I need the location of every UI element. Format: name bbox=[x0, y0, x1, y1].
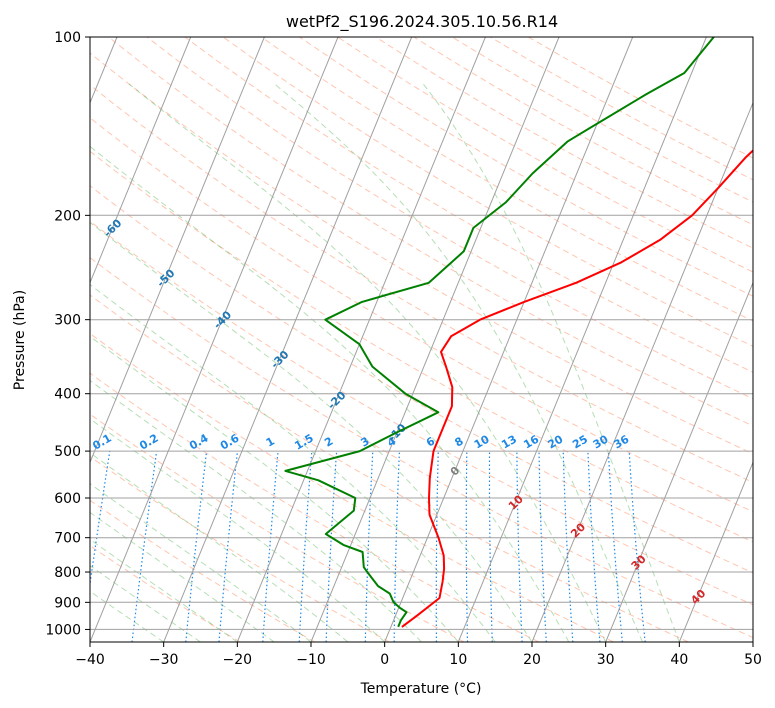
isotherm-line bbox=[90, 37, 192, 284]
moist-adiabat-line bbox=[90, 452, 349, 642]
x-tick-label: −10 bbox=[296, 652, 326, 668]
moist-adiabat-line bbox=[90, 538, 238, 642]
y-tick-label: 800 bbox=[54, 565, 81, 581]
dry-adiabat-line bbox=[90, 185, 753, 574]
chart-title: wetPf2_S196.2024.305.10.56.R14 bbox=[286, 12, 558, 32]
moist-adiabat-line bbox=[274, 83, 643, 642]
plot-background bbox=[90, 37, 753, 642]
mixing-ratio-line bbox=[185, 451, 208, 642]
x-tick-label: −30 bbox=[149, 652, 179, 668]
moist-adiabat-line bbox=[90, 283, 496, 642]
moist-adiabat-line bbox=[90, 590, 164, 642]
x-tick-label: −40 bbox=[75, 652, 105, 668]
x-tick-label: 20 bbox=[523, 652, 541, 668]
dry-adiabat-line bbox=[146, 37, 753, 400]
y-tick-label: 300 bbox=[54, 313, 81, 329]
moist-adiabat-line bbox=[90, 379, 422, 642]
dry-adiabat-line bbox=[261, 37, 753, 322]
moist-adiabat-line bbox=[90, 335, 459, 642]
dry-adiabat-line bbox=[90, 332, 614, 642]
y-axis-title: Pressure (hPa) bbox=[12, 290, 28, 390]
dry-adiabat-line bbox=[299, 37, 753, 297]
dry-adiabat-line bbox=[90, 372, 540, 642]
isotherm-line bbox=[90, 37, 339, 642]
dewpoint-line bbox=[284, 37, 715, 628]
x-tick-label: 10 bbox=[449, 652, 467, 668]
x-tick-label: 50 bbox=[744, 652, 762, 668]
isotherm-line bbox=[163, 37, 413, 642]
isotherm-line bbox=[236, 37, 486, 642]
isotherm-line bbox=[310, 37, 560, 642]
y-tick-label: 200 bbox=[54, 208, 81, 224]
dry-adiabat-line bbox=[90, 220, 753, 606]
x-tick-label: 40 bbox=[670, 652, 688, 668]
background-lines bbox=[90, 37, 753, 642]
isotherm-line bbox=[605, 281, 753, 642]
y-tick-label: 400 bbox=[54, 387, 81, 403]
mixing-ratio-line bbox=[628, 451, 646, 642]
x-tick-label: 0 bbox=[380, 652, 389, 668]
y-tick-label: 1000 bbox=[45, 622, 81, 638]
y-tick-label: 100 bbox=[54, 30, 81, 46]
isotherm-line bbox=[384, 37, 634, 642]
isotherm-line bbox=[531, 101, 753, 642]
isotherm-line bbox=[678, 460, 753, 642]
dry-adiabat-line bbox=[90, 150, 753, 543]
y-tick-label: 700 bbox=[54, 531, 81, 547]
series-group bbox=[284, 37, 753, 628]
dry-adiabat-line bbox=[90, 117, 753, 513]
x-axis: −40 −30 −20 −10 0 10 20 30 40 50 bbox=[75, 642, 762, 668]
dry-adiabat-line bbox=[90, 499, 315, 642]
mixing-ratio-line bbox=[90, 451, 111, 588]
moist-adiabat-line bbox=[90, 565, 201, 642]
mixing-ratio-line bbox=[607, 451, 623, 642]
y-axis: 100 200 300 400 500 600 700 800 900 1000 bbox=[45, 30, 90, 638]
isotherm-line bbox=[457, 37, 707, 642]
y-tick-label: 600 bbox=[54, 491, 81, 507]
y-tick-label: 900 bbox=[54, 595, 81, 611]
plot-area: 0.10.20.40.611.52346810131620253036-100-… bbox=[90, 37, 753, 642]
mixing-ratio-line bbox=[218, 451, 239, 642]
x-tick-label: 30 bbox=[597, 652, 615, 668]
mixing-ratio-line bbox=[262, 451, 279, 642]
plot-frame bbox=[89, 36, 754, 643]
y-tick-label: 500 bbox=[54, 444, 81, 460]
moist-adiabat-line bbox=[128, 83, 607, 642]
x-tick-label: −20 bbox=[223, 652, 253, 668]
temperature-line bbox=[401, 149, 753, 628]
moist-adiabat-line bbox=[422, 83, 680, 642]
moist-adiabat-line bbox=[90, 221, 533, 642]
moist-adiabat-line bbox=[90, 418, 386, 642]
isotherm-line bbox=[90, 37, 265, 464]
moist-adiabat-line bbox=[90, 511, 275, 642]
dry-adiabat-line bbox=[90, 455, 390, 642]
x-axis-title: Temperature (°C) bbox=[360, 681, 482, 697]
dry-adiabat-line bbox=[108, 37, 753, 427]
